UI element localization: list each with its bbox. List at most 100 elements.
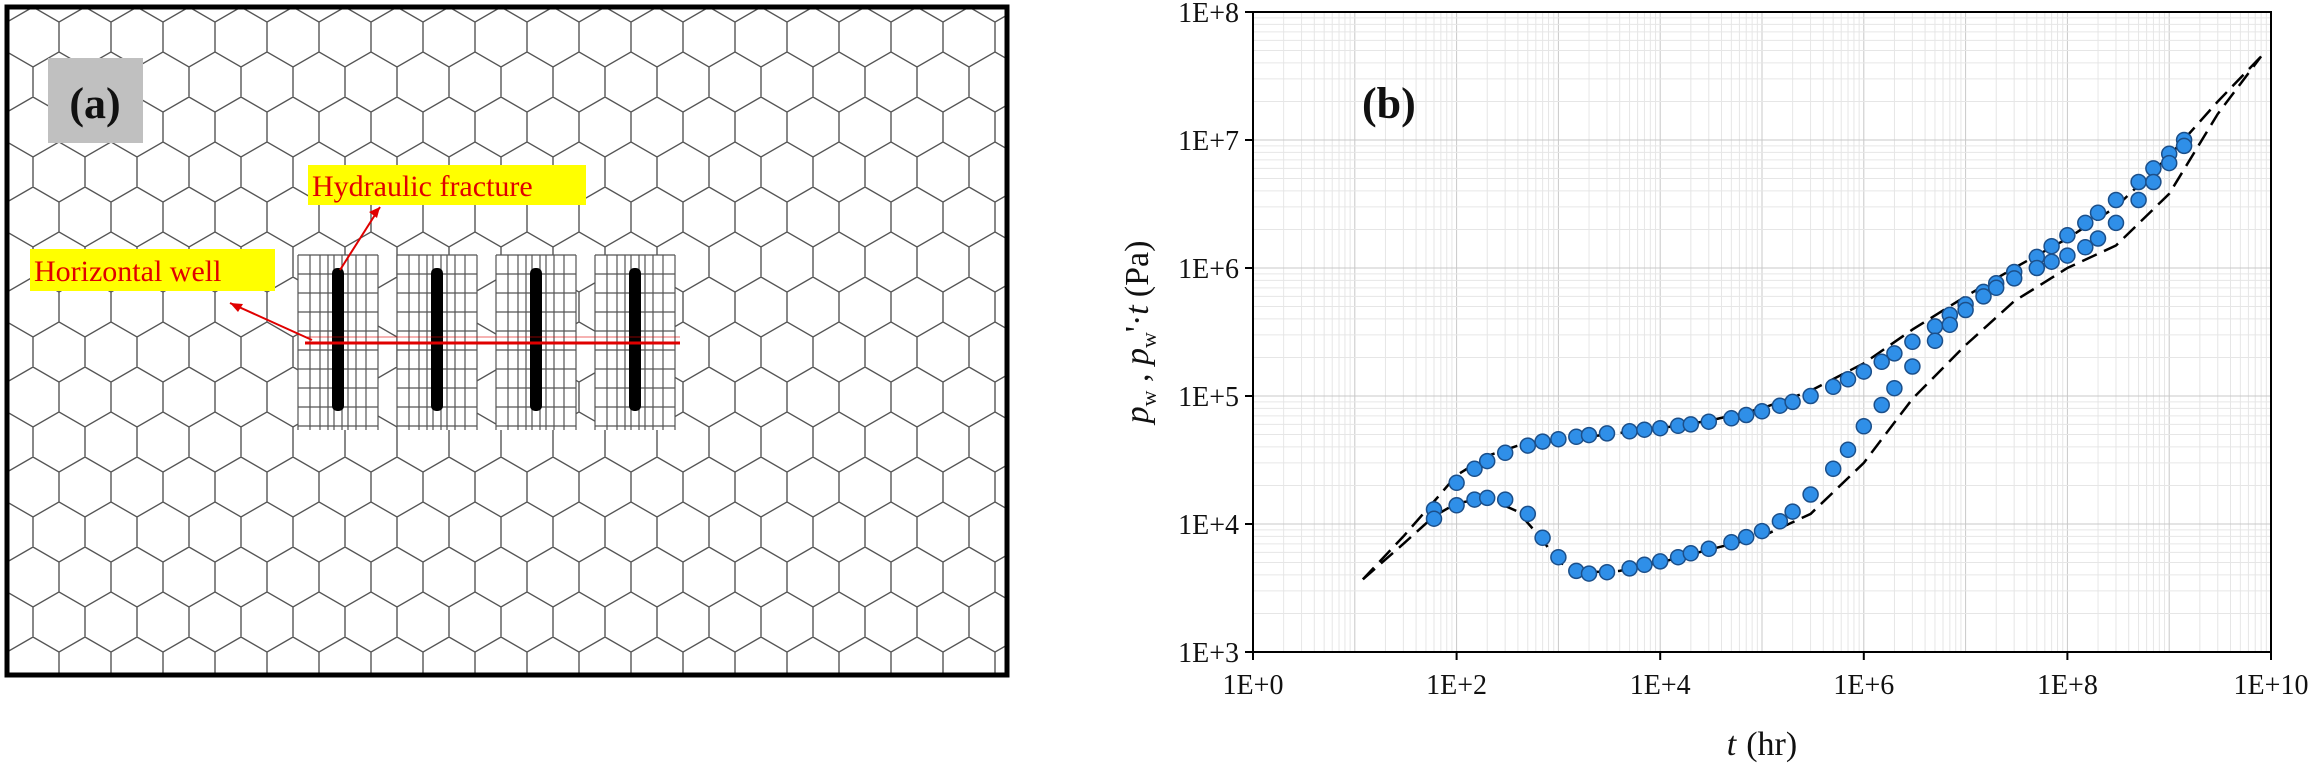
series-pressure_derivative_data [1425,137,2193,582]
y-title-t: t [1119,304,1156,315]
x-tick-label: 1E+8 [2037,670,2098,701]
data-point [1926,318,1944,335]
data-point [1855,418,1873,435]
y-tick-label: 1E+5 [1178,382,1239,413]
data-point [1496,444,1514,462]
chart-plot-area [1252,11,2272,653]
hydraulic-fracture [629,268,641,411]
data-point [1873,353,1890,371]
data-point [1621,423,1638,440]
chart-series [1361,55,2263,582]
data-point [1496,491,1514,508]
data-point [2005,270,2023,287]
hydraulic-fracture-label: Hydraulic fracture [312,170,533,203]
data-point [1478,452,1496,470]
x-tick-label: 1E+2 [1426,670,1487,701]
data-point [1598,425,1616,442]
data-point [1700,540,1718,558]
data-point [1534,433,1551,450]
y-tick-label: 1E+4 [1178,510,1239,541]
panel-a-label: (a) [69,79,120,128]
series-pressure_data [1425,131,2193,518]
hydraulic-fracture-arrowhead [369,207,380,218]
x-tick-label: 1E+6 [1833,670,1894,701]
data-point [1636,556,1653,574]
data-point [1753,522,1771,540]
horizontal-well-label: Horizontal well [34,255,221,288]
data-point [1824,460,1842,478]
panel-a-frame [4,4,1010,678]
data-point [1904,358,1921,375]
data-point [1580,565,1598,582]
data-point [1651,553,1669,570]
y-tick-label: 1E+6 [1178,254,1239,285]
series-line-pressure_derivative_model [1362,55,2263,581]
hydraulic-fracture-highlight [308,165,586,205]
horizontal-well-arrowhead [230,303,243,312]
data-point [1802,486,1819,503]
data-point [1682,416,1700,433]
data-point [2089,230,2107,247]
data-point [2043,237,2060,255]
y-axis-title: pw , pw'·t(Pa) [1119,241,1161,426]
data-point [1723,410,1740,427]
data-point [1737,528,1755,546]
data-point [1987,279,2005,297]
hydraulic-fracture-arrow [339,206,381,271]
horizontal-well-highlight [30,249,275,291]
y-title-p1: p [1119,406,1156,425]
data-point [2107,214,2125,232]
data-point [1941,316,1959,334]
data-point [1425,510,1443,527]
data-point [2130,191,2147,209]
y-tick-label: 1E+8 [1178,0,1239,29]
series-pressure_derivative_model [1362,55,2263,581]
x-tick-label: 1E+10 [2234,670,2309,701]
data-point [1926,332,1944,350]
data-point [2145,160,2162,177]
data-point [1753,403,1771,420]
x-tick-label: 1E+4 [1630,670,1691,701]
panel-b-label: (b) [1362,79,1416,128]
data-point [1550,548,1567,566]
horizontal-well-arrow [229,302,313,341]
data-point [1448,497,1465,514]
y-title-sub2: w [1136,332,1161,348]
data-point [1886,345,1903,362]
data-point [1723,534,1740,551]
data-point [1700,413,1718,430]
x-axis-title: t (hr) [1727,726,1797,763]
data-point [1598,563,1616,581]
data-point [1651,419,1669,437]
y-title-sub1: w [1136,390,1161,406]
data-point [1682,545,1700,562]
data-point [1975,288,1992,305]
data-point [2145,173,2162,191]
data-point [1519,505,1537,523]
data-point [1466,460,1483,478]
data-point [1873,396,1890,414]
data-point [1771,513,1789,530]
data-point [1824,378,1842,396]
data-point [1636,421,1653,438]
x-title-var: t [1727,726,1738,763]
data-point [1478,489,1496,507]
data-point [2043,253,2060,270]
data-point [1904,333,1921,351]
y-tick-label: 1E+3 [1178,638,1239,669]
hydraulic-fracture [332,268,344,411]
data-point [1855,363,1873,380]
data-point [1550,430,1567,448]
chart-ticks: 1E+0 1E+2 1E+4 1E+6 1E+8 1E+10 1E+3 1E+4 1E+5 1E+… [1178,0,2308,701]
hydraulic-fracture [530,268,542,411]
x-title-unit: (hr) [1746,726,1797,763]
data-point [2059,247,2076,264]
data-point [2107,191,2125,209]
data-point [1580,426,1598,444]
data-point [1519,437,1537,454]
data-point [2028,259,2046,277]
data-point [1839,441,1857,459]
y-title-p2: p [1119,348,1156,367]
data-point [1784,393,1801,411]
